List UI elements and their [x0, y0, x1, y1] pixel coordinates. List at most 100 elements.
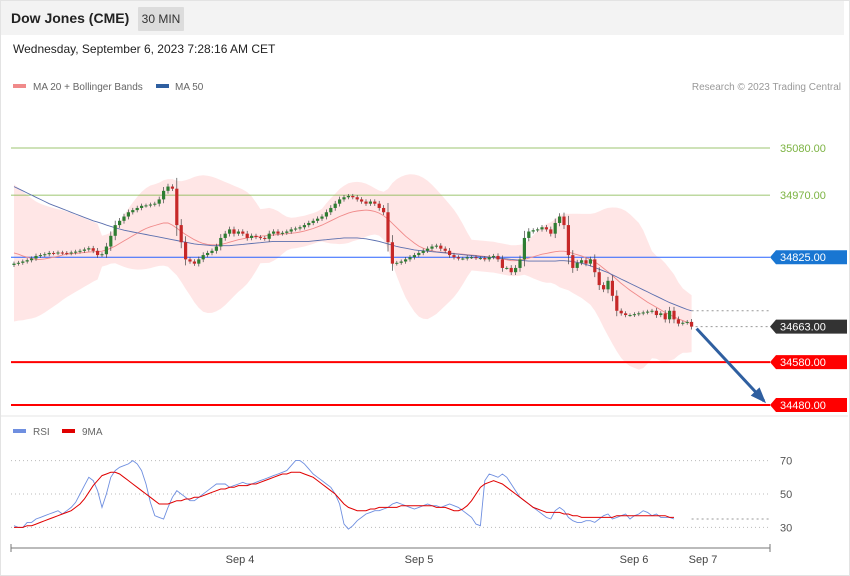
- candle-down: [663, 313, 667, 320]
- candle-up: [492, 255, 496, 258]
- timeframe-button[interactable]: 30 MIN: [138, 7, 184, 31]
- level-label: 34480.00: [780, 400, 826, 412]
- candle-up: [210, 250, 214, 253]
- candle-down: [175, 188, 179, 226]
- rsi-ma-line: [14, 471, 674, 528]
- candle-up: [302, 225, 306, 228]
- level-label: 35080.00: [780, 143, 826, 155]
- candle-up: [157, 199, 161, 204]
- candle-up: [681, 322, 685, 324]
- candle-up: [650, 310, 654, 312]
- time-axis: Sep 4 Sep 5 Sep 6 Sep 7: [10, 544, 771, 566]
- level-tag-pivot: [770, 250, 847, 265]
- candle-down: [443, 248, 447, 251]
- candle-up: [659, 313, 663, 316]
- candle-up: [399, 261, 403, 263]
- candle-up: [628, 315, 632, 317]
- candle-up: [408, 257, 412, 260]
- candle-down: [456, 257, 460, 259]
- level-label: 34825.00: [780, 252, 826, 264]
- candle-down: [263, 237, 267, 239]
- candle-up: [522, 237, 526, 260]
- candle-up: [298, 227, 302, 229]
- candle-up: [606, 280, 610, 290]
- ma50-legend-swatch: [156, 84, 169, 88]
- candle-down: [439, 245, 443, 249]
- candle-up: [294, 228, 298, 230]
- level-label: 34970.00: [780, 190, 826, 202]
- candle-down: [390, 242, 394, 264]
- time-tick-label: Sep 5: [405, 554, 434, 566]
- candle-down: [351, 195, 355, 198]
- candle-down: [544, 227, 548, 230]
- candle-up: [641, 312, 645, 314]
- candle-down: [615, 295, 619, 311]
- candles: [12, 177, 694, 330]
- candle-up: [135, 207, 139, 211]
- time-tick-label: Sep 6: [620, 554, 649, 566]
- candle-down: [241, 231, 245, 234]
- candle-down: [188, 259, 192, 262]
- candle-up: [100, 254, 104, 256]
- level-label: 34580.00: [780, 357, 826, 369]
- candle-down: [364, 201, 368, 204]
- candle-down: [672, 310, 676, 320]
- candle-up: [487, 257, 491, 260]
- candle-up: [368, 201, 372, 204]
- candle-up: [47, 252, 51, 255]
- time-tick-label: Sep 7: [689, 554, 718, 566]
- candle-up: [201, 255, 205, 260]
- candle-up: [16, 262, 20, 264]
- bollinger-band-area: [14, 174, 692, 370]
- candle-up: [417, 252, 421, 256]
- candle-down: [483, 258, 487, 260]
- candle-down: [496, 255, 500, 260]
- candle-up: [575, 262, 579, 268]
- ma20-legend-label: MA 20 + Bollinger Bands: [33, 82, 143, 93]
- candle-up: [82, 249, 86, 251]
- candle-down: [593, 259, 597, 273]
- candle-down: [654, 310, 658, 316]
- candle-down: [610, 280, 614, 296]
- candle-up: [320, 216, 324, 219]
- candle-down: [245, 233, 249, 238]
- candle-down: [386, 212, 390, 243]
- arrow-shaft: [695, 327, 766, 403]
- candle-down: [474, 257, 478, 259]
- bollinger-bands: [14, 174, 692, 370]
- candle-down: [254, 235, 258, 238]
- credit-label: Research © 2023 Trading Central: [692, 82, 841, 93]
- candle-up: [206, 252, 210, 256]
- ma50-legend-label: MA 50: [175, 82, 204, 93]
- candle-down: [624, 313, 628, 316]
- candle-up: [514, 267, 518, 273]
- rsi-line: [13, 460, 675, 530]
- instrument-title: Dow Jones (CME): [11, 10, 130, 26]
- candle-down: [602, 285, 606, 290]
- candle-down: [258, 237, 262, 239]
- candle-up: [250, 235, 254, 238]
- candle-up: [109, 235, 113, 247]
- candle-down: [584, 260, 588, 264]
- candle-up: [580, 260, 584, 263]
- candle-up: [12, 263, 16, 265]
- candle-down: [360, 199, 364, 202]
- price-level-labels: 35080.00 34970.00 34825.00 34663.00 34580.00…: [770, 143, 847, 412]
- candle-up: [465, 257, 469, 259]
- candle-down: [60, 252, 64, 254]
- ma20-line: [13, 209, 692, 325]
- candle-up: [162, 190, 166, 200]
- candle-up: [223, 233, 227, 238]
- candle-up: [267, 233, 271, 239]
- candle-up: [637, 313, 641, 315]
- candle-down: [96, 250, 100, 256]
- candle-down: [276, 231, 280, 234]
- candle-up: [536, 229, 540, 231]
- candle-down: [597, 272, 601, 286]
- rsi-tick-label: 70: [780, 456, 792, 468]
- candle-up: [25, 260, 29, 262]
- rsi-tick-label: 30: [780, 522, 792, 534]
- candle-down: [192, 261, 196, 264]
- candle-up: [531, 230, 535, 232]
